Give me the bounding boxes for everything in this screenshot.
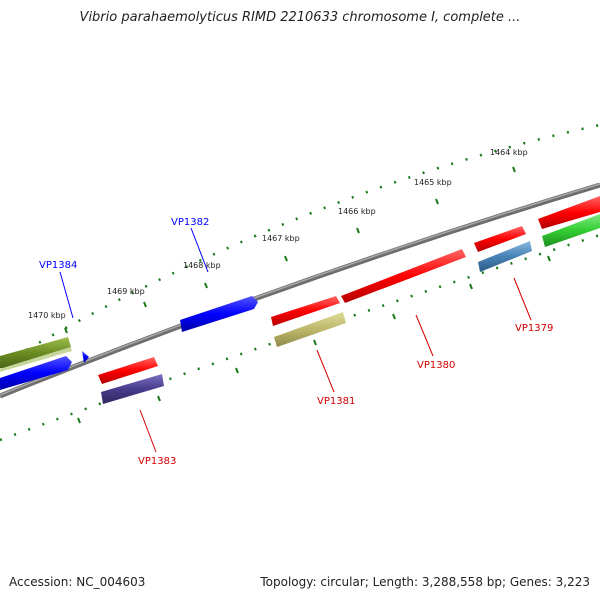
gene-label-vp1381[interactable]: VP1381: [317, 396, 355, 407]
kbp-label-1464: 1464 kbp: [490, 148, 528, 157]
kbp-label-1469: 1469 kbp: [107, 287, 145, 296]
leader-vp1384: [59, 271, 74, 319]
gene-vp1379[interactable]: [478, 241, 532, 272]
gene-red-forward-edge[interactable]: [538, 196, 600, 229]
inner-major-ticks: [77, 255, 551, 424]
gene-olive-forward[interactable]: [0, 337, 71, 368]
gene-label-vp1383[interactable]: VP1383: [138, 456, 176, 467]
accession-text: Accession: NC_004603: [9, 575, 146, 589]
gene-blue-forward-left[interactable]: [0, 356, 72, 390]
gene-vp1381[interactable]: [274, 312, 346, 347]
gene-red-forward-right[interactable]: [474, 226, 526, 252]
chromosome-backbone: [0, 182, 600, 399]
leader-vp1380: [415, 314, 434, 357]
gene-label-vp1380[interactable]: VP1380: [417, 360, 455, 371]
gene-vp1380[interactable]: [341, 249, 466, 303]
leader-vp1379: [513, 277, 532, 321]
gene-green-reverse-edge[interactable]: [542, 214, 600, 247]
kbp-label-1468: 1468 kbp: [183, 261, 221, 270]
kbp-label-1465: 1465 kbp: [414, 178, 452, 187]
gene-vp1383-red[interactable]: [98, 357, 158, 384]
gene-vp1382[interactable]: [180, 296, 258, 332]
gene-blue-forward-small[interactable]: [82, 351, 89, 363]
chromosome-backbone-highlight: [0, 183, 600, 396]
gene-label-vp1382[interactable]: VP1382: [171, 217, 209, 228]
topology-text: Topology: circular; Length: 3,288,558 bp…: [260, 575, 590, 589]
gene-label-vp1384[interactable]: VP1384: [39, 260, 77, 271]
kbp-label-1467: 1467 kbp: [262, 234, 300, 243]
leader-vp1381: [316, 349, 335, 393]
leader-vp1382: [190, 227, 209, 273]
label-leaders: [59, 227, 532, 453]
gene-vp1383[interactable]: [101, 374, 164, 404]
kbp-label-1466: 1466 kbp: [338, 207, 376, 216]
gene-label-vp1379[interactable]: VP1379: [515, 323, 553, 334]
gene-vp1381-forward-red[interactable]: [271, 296, 340, 326]
kbp-label-1470: 1470 kbp: [28, 311, 66, 320]
gene-olive-forward-shadow: [0, 347, 72, 372]
map-title: Vibrio parahaemolyticus RIMD 2210633 chr…: [79, 10, 521, 25]
outer-major-ticks: [64, 166, 516, 334]
leader-vp1383: [139, 409, 157, 453]
